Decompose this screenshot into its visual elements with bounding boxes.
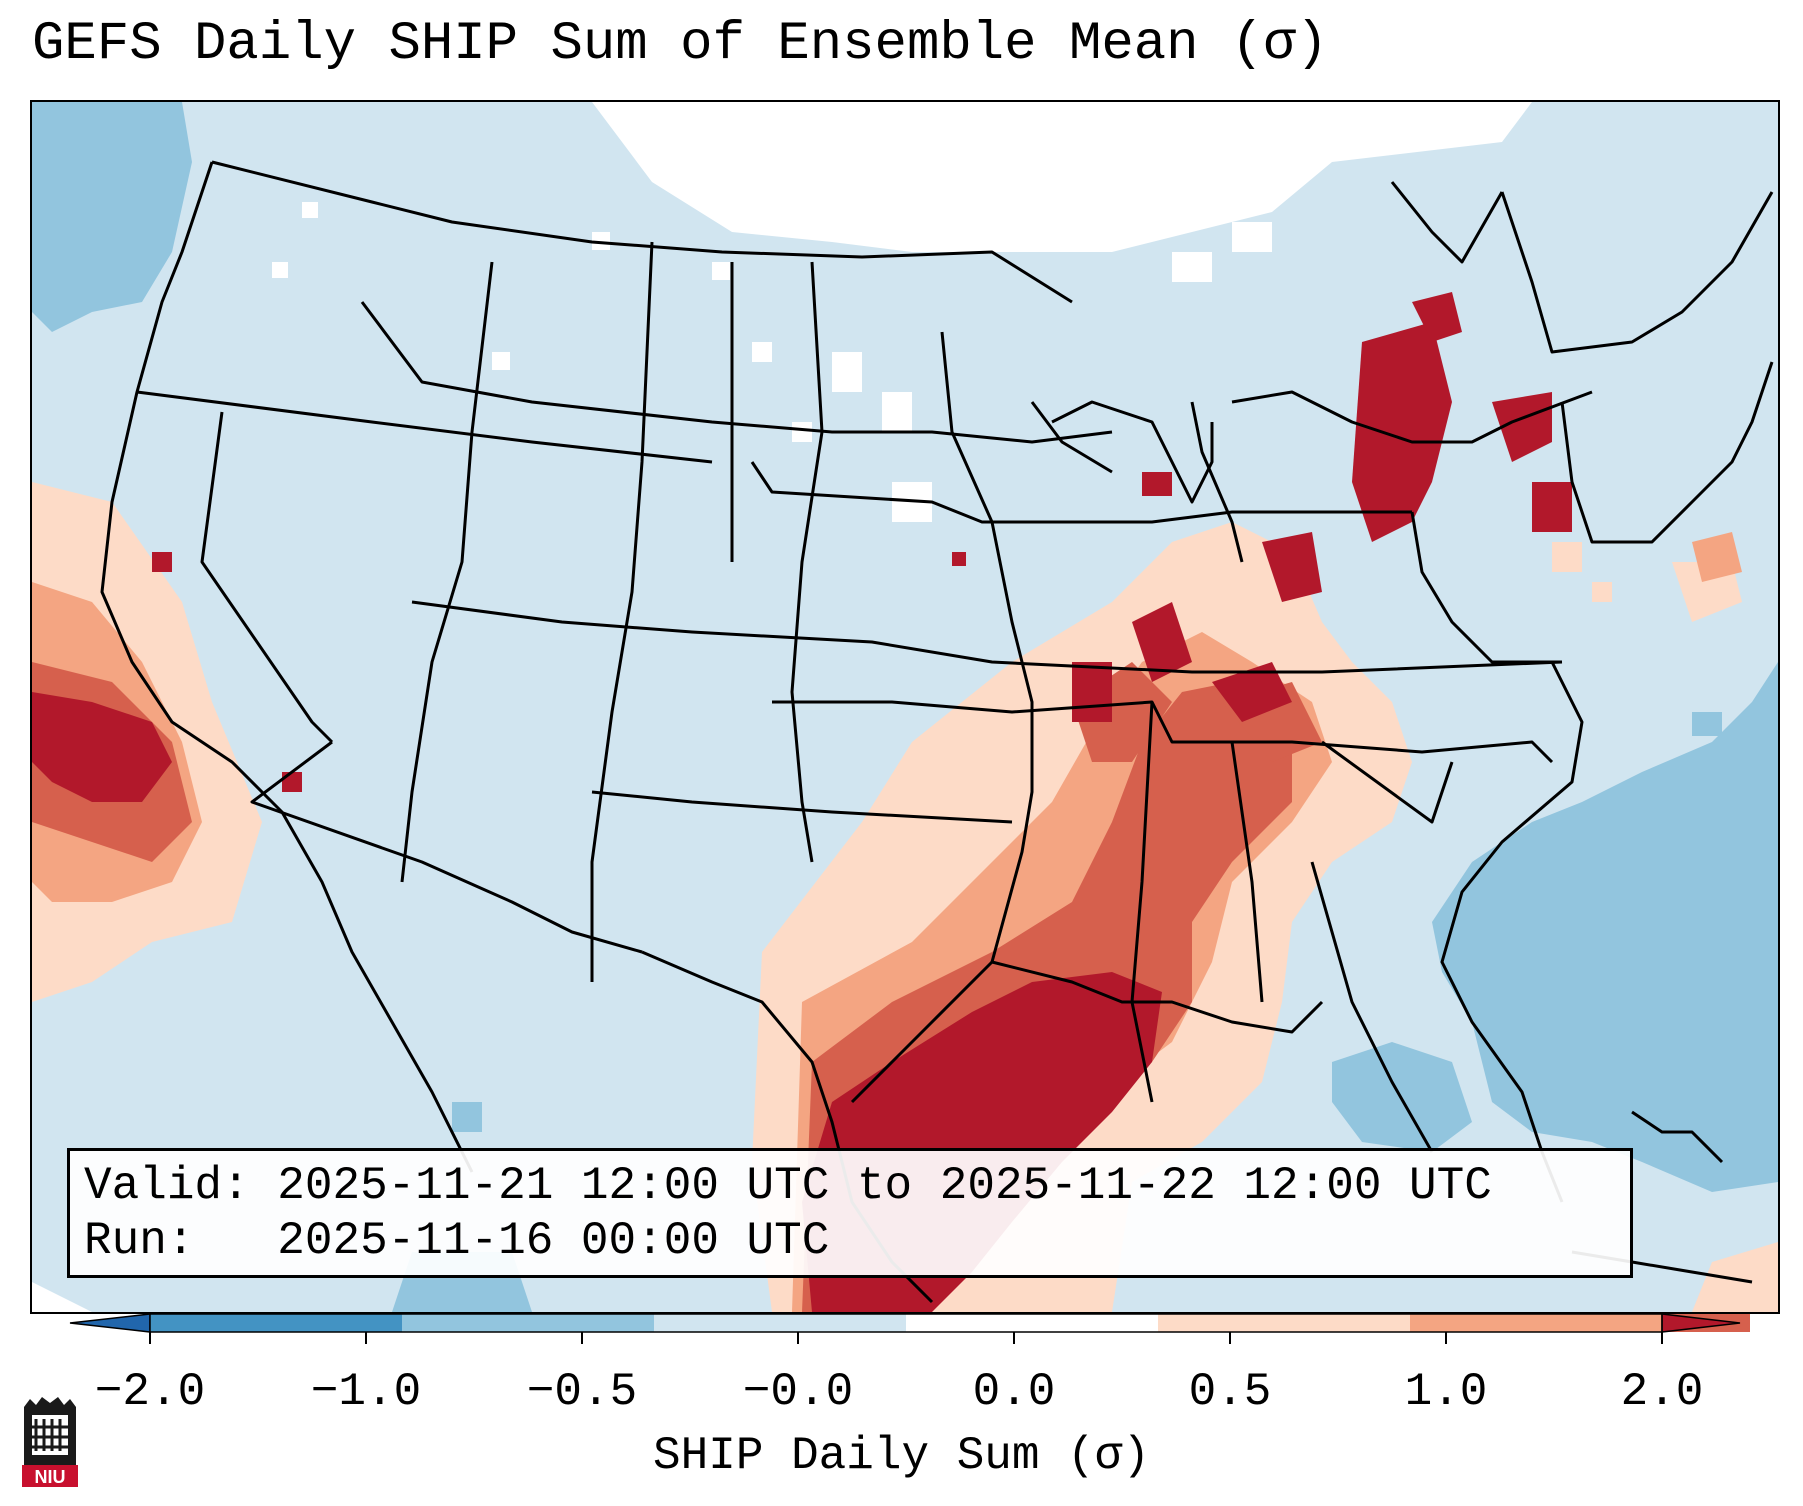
chart-title: GEFS Daily SHIP Sum of Ensemble Mean (σ)	[32, 14, 1329, 75]
niu-logo-text: NIU	[35, 1467, 66, 1487]
colorbar-segments	[69, 1313, 1750, 1344]
colorbar-axis-label: SHIP Daily Sum (σ)	[653, 1430, 1150, 1482]
colorbar-tick-label: −0.5	[526, 1366, 638, 1418]
map-panel	[30, 100, 1780, 1314]
colorbar-tick-label: 2.0	[1620, 1366, 1704, 1418]
colorbar-segment	[1410, 1314, 1663, 1332]
valid-value: 2025-11-21 12:00 UTC to 2025-11-22 12:00…	[277, 1160, 1492, 1212]
colorbar-outline	[149, 1313, 1663, 1333]
colorbar-segment	[402, 1314, 655, 1332]
colorbar-segment	[150, 1314, 403, 1332]
colorbar-tick-label: −0.0	[742, 1366, 854, 1418]
colorbar-segment	[654, 1314, 907, 1332]
run-label: Run:	[84, 1215, 195, 1267]
niu-logo: NIU	[22, 1397, 78, 1487]
colorbar-tick-label: 0.0	[972, 1366, 1056, 1418]
valid-label: Valid:	[84, 1160, 250, 1212]
colorbar-extend-low	[69, 1313, 151, 1333]
colorbar-tick-label: 1.0	[1404, 1366, 1488, 1418]
colorbar-segment	[1158, 1314, 1411, 1332]
map-canvas	[32, 102, 1778, 1312]
colorbar	[69, 1313, 1750, 1344]
colorbar-tick-label: −1.0	[310, 1366, 422, 1418]
colorbar-segment	[906, 1314, 1159, 1332]
colorbar-tick-label: 0.5	[1188, 1366, 1272, 1418]
run-value: 2025-11-16 00:00 UTC	[277, 1215, 830, 1267]
colorbar-tick-label: −2.0	[94, 1366, 206, 1418]
valid-run-info-box: Valid: 2025-11-21 12:00 UTC to 2025-11-2…	[67, 1148, 1633, 1278]
near-zero-region	[32, 102, 1778, 1312]
